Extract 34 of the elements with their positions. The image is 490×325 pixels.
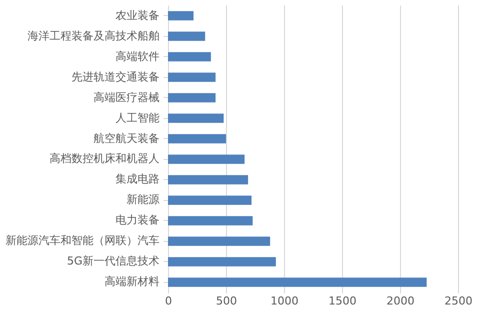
bar xyxy=(168,154,245,164)
bar xyxy=(168,278,427,287)
y-tick-label: 高端软件 xyxy=(116,50,160,63)
bar xyxy=(168,72,216,82)
x-tick-label: 2500 xyxy=(444,294,472,308)
y-tick-label: 农业装备 xyxy=(116,8,160,22)
y-tick-label: 海洋工程装备及高技术船舶 xyxy=(28,29,160,42)
y-tick-label: 高端新材料 xyxy=(104,275,160,288)
bar xyxy=(168,52,211,62)
y-tick-label: 新能源 xyxy=(126,193,160,206)
y-tick-label: 5G新一代信息技术 xyxy=(66,254,160,268)
x-tick-label: 1000 xyxy=(270,294,298,308)
x-tick-label: 1500 xyxy=(328,294,356,308)
bar xyxy=(168,134,226,144)
y-tick-label: 先进轨道交通装备 xyxy=(72,70,160,84)
y-tick-label: 集成电路 xyxy=(116,172,160,186)
bar xyxy=(168,175,248,184)
y-tick-label: 高端医疗器械 xyxy=(94,90,160,104)
y-tick-label: 人工智能 xyxy=(116,111,160,124)
bar xyxy=(168,236,270,246)
bar xyxy=(168,32,206,41)
x-tick-label: 2000 xyxy=(386,294,414,308)
bar xyxy=(168,216,253,226)
bar xyxy=(168,257,276,266)
y-tick-label: 新能源汽车和智能（网联）汽车 xyxy=(6,234,160,248)
x-tick-label: 0 xyxy=(165,294,172,308)
bar xyxy=(168,11,194,20)
x-tick-label: 500 xyxy=(216,294,237,308)
bar xyxy=(168,196,252,205)
y-tick-label: 航空航天装备 xyxy=(94,132,160,145)
y-tick-label: 高档数控机床和机器人 xyxy=(50,152,160,166)
bar xyxy=(168,93,216,102)
bar xyxy=(168,114,224,123)
y-tick-label: 电力装备 xyxy=(116,214,160,227)
